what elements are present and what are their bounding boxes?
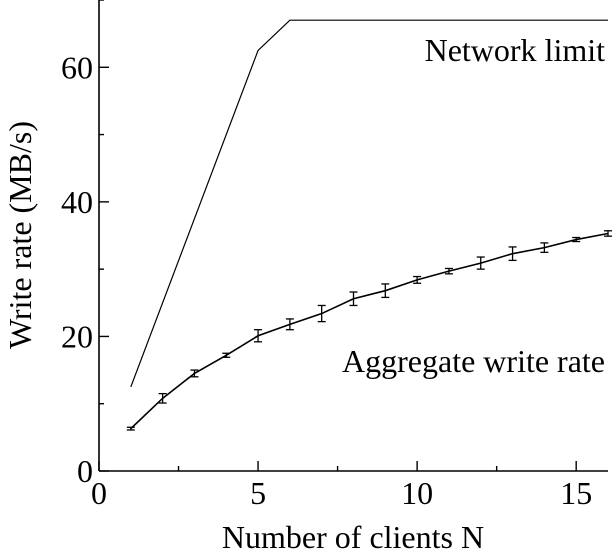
aggregate-write-rate-error-bar xyxy=(540,242,549,253)
aggregate-write-rate-error-bar xyxy=(126,426,135,431)
y-tick-label: 60 xyxy=(61,49,93,85)
aggregate-write-rate-error-bar xyxy=(476,256,485,270)
x-tick-label: 0 xyxy=(91,475,107,511)
series xyxy=(126,19,612,431)
aggregate-write-rate-error-bar xyxy=(572,236,581,243)
aggregate-write-rate-line xyxy=(130,232,609,430)
aggregate-write-rate-error-bar xyxy=(444,267,453,275)
y-tick-label: 0 xyxy=(77,453,93,489)
aggregate-write-rate-error-bar xyxy=(222,352,231,358)
aggregate-write-rate-error-bar xyxy=(381,283,390,299)
aggregate-write-rate-error-bar xyxy=(285,318,294,331)
x-tick-label: 5 xyxy=(250,475,266,511)
aggregate-write-rate-error-bar xyxy=(190,369,199,378)
y-tick-label: 40 xyxy=(61,184,93,220)
network-limit-line xyxy=(130,19,608,388)
aggregate-write-rate-error-bar xyxy=(317,304,326,323)
ticks: 0 20 40 60 0 5 10 15 xyxy=(61,0,592,511)
y-axis-label: Write rate (MB/s) xyxy=(2,121,38,349)
aggregate-write-rate-error-bar xyxy=(604,230,612,237)
network-limit-annotation: Network limit xyxy=(425,32,606,68)
aggregate-write-rate-error-bar xyxy=(254,329,263,343)
aggregate-write-rate-error-bar xyxy=(508,246,517,262)
x-tick-label: 15 xyxy=(560,475,592,511)
aggregate-write-rate-annotation: Aggregate write rate xyxy=(342,343,605,379)
y-tick-label: 20 xyxy=(61,318,93,354)
x-tick-label: 10 xyxy=(401,475,433,511)
axes xyxy=(98,0,608,472)
aggregate-write-rate-error-bar xyxy=(349,291,358,307)
aggregate-write-rate-error-bar xyxy=(158,392,167,404)
aggregate-write-rate-error-bar xyxy=(413,275,422,284)
x-axis-label: Number of clients N xyxy=(222,519,484,555)
